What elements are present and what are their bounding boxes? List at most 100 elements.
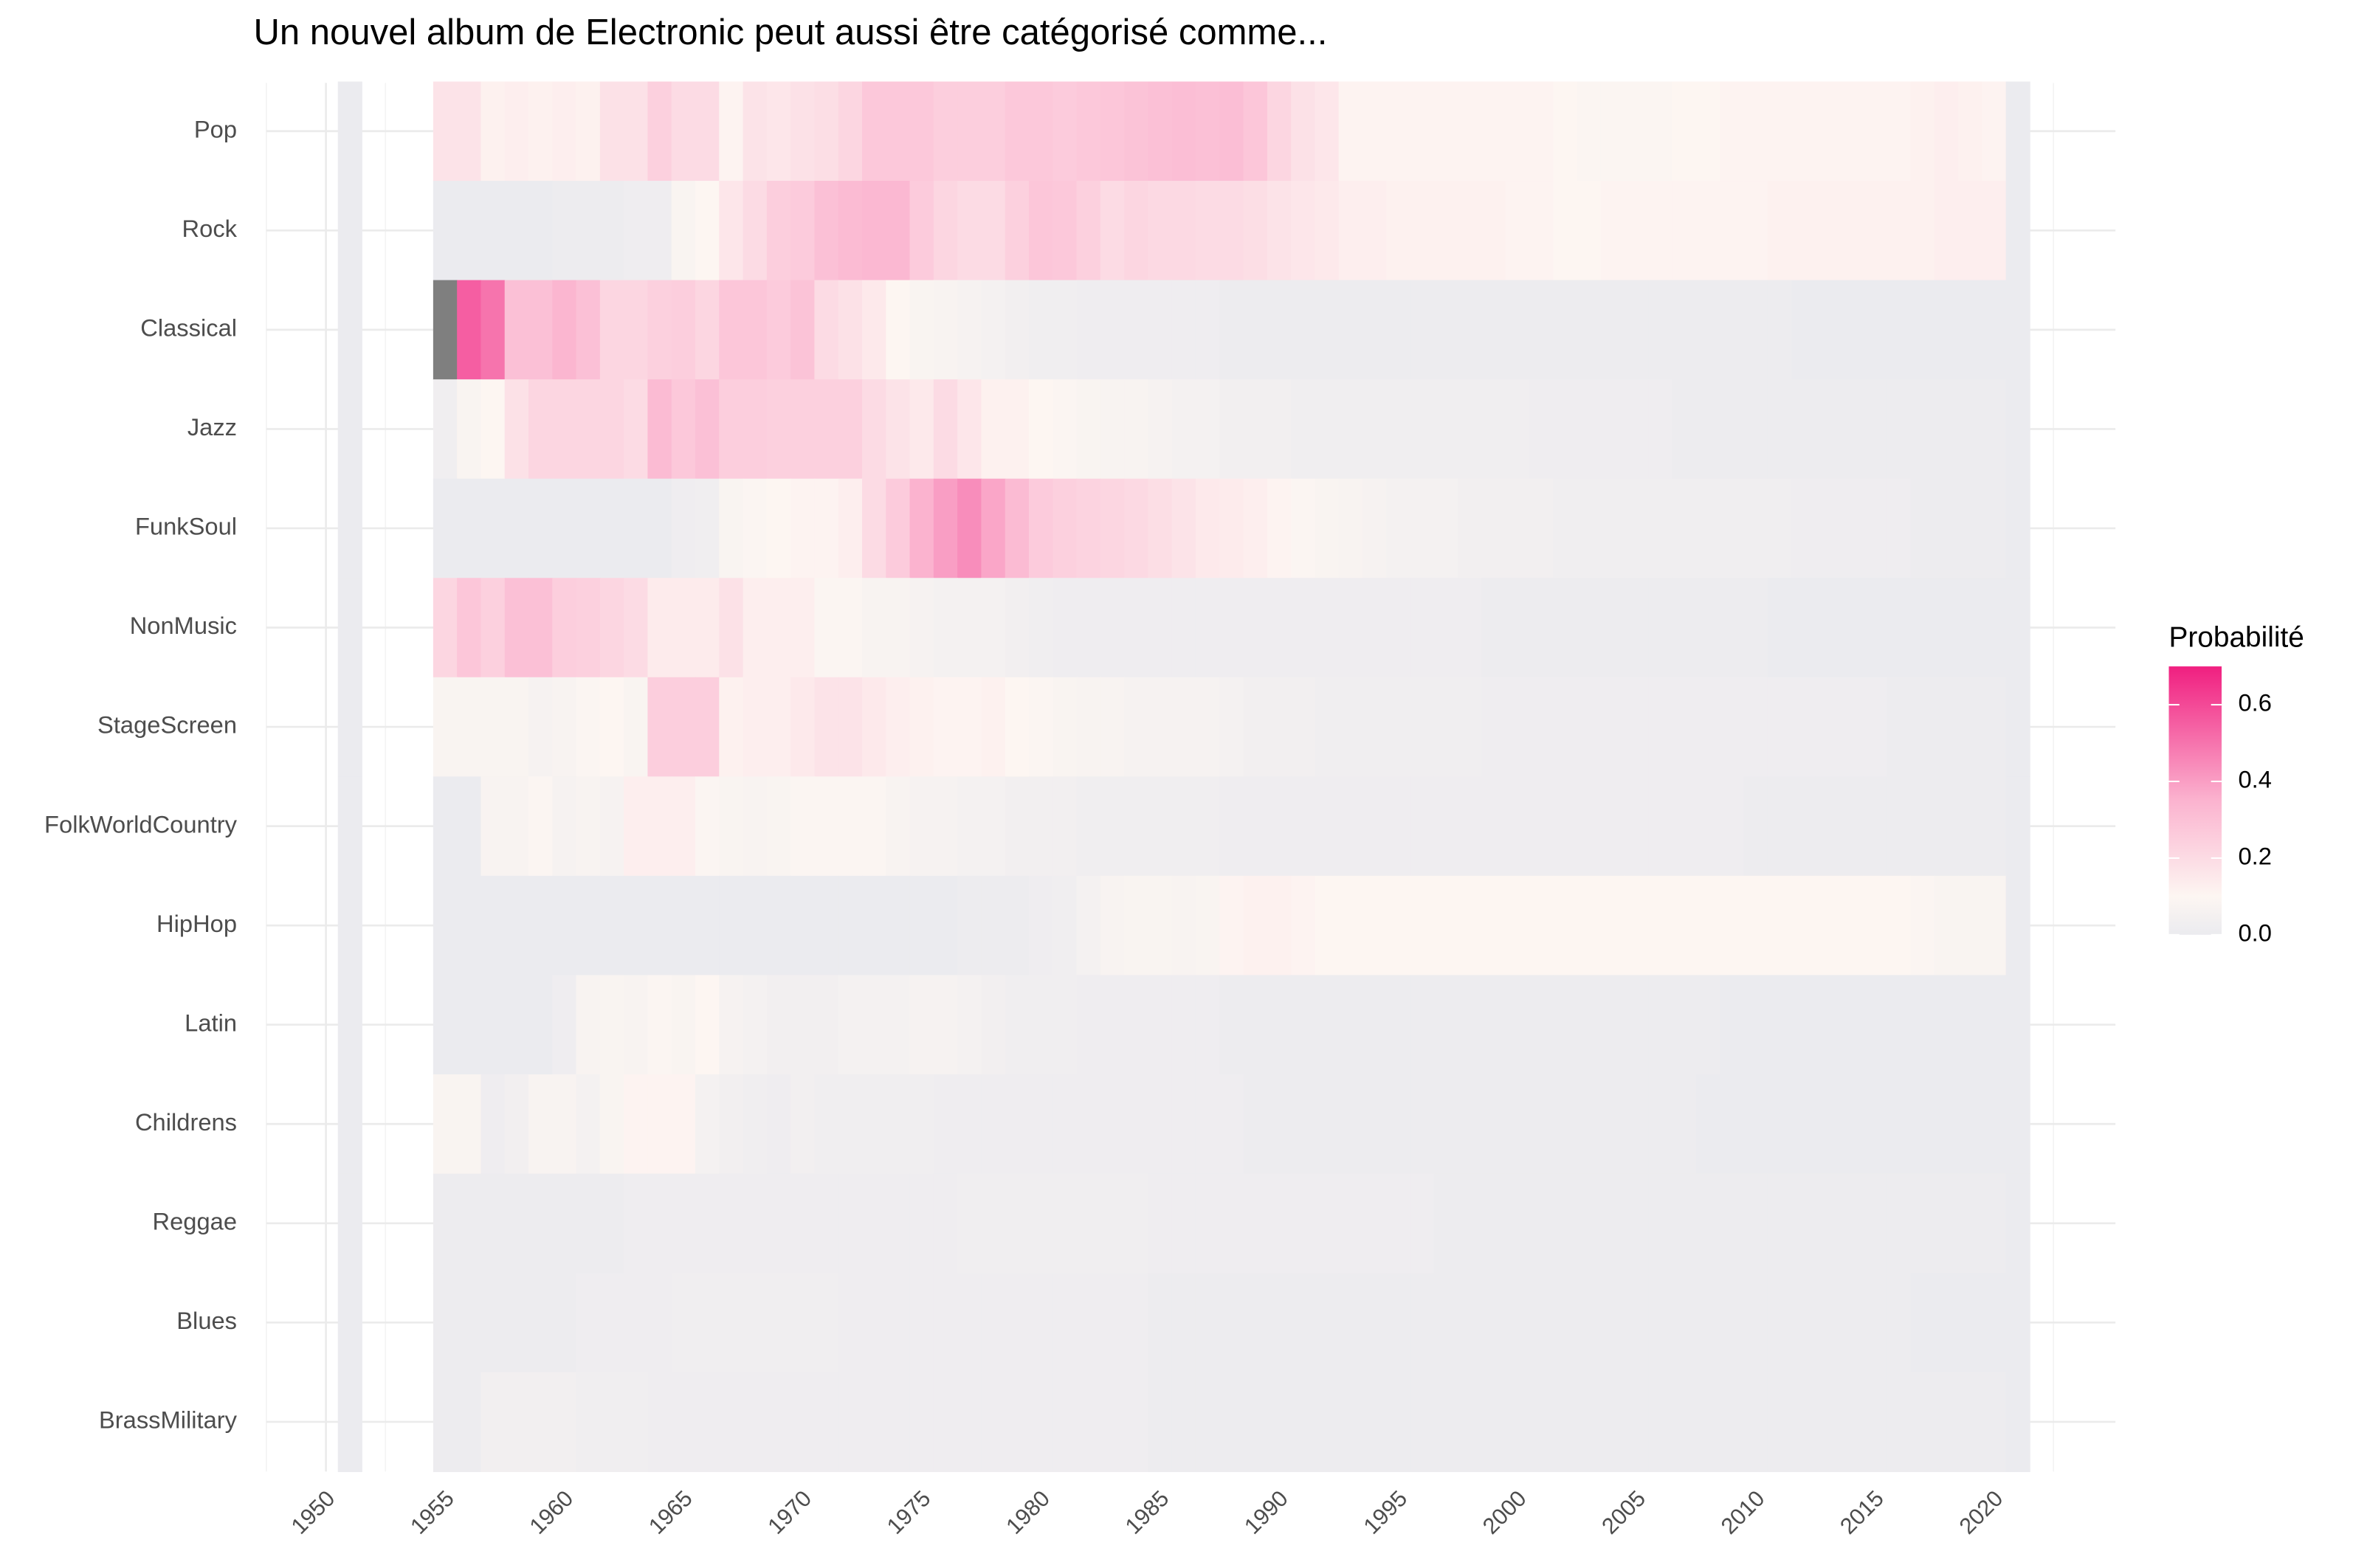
heat-cell [1720, 379, 1745, 480]
heat-cell [1648, 875, 1673, 976]
heat-cell [1600, 975, 1625, 1075]
heat-cell [2005, 1372, 2030, 1472]
heat-cell [2005, 1173, 2030, 1274]
heat-cell [790, 578, 816, 678]
heat-cell [1076, 1372, 1101, 1472]
heat-cell [1076, 578, 1101, 678]
heat-cell [2005, 81, 2030, 182]
heat-cell [1362, 280, 1388, 380]
heat-cell [838, 578, 863, 678]
heat-cell [2005, 975, 2030, 1075]
heat-cell [838, 379, 863, 480]
heat-cell [1577, 975, 1602, 1075]
heat-cell [1410, 379, 1435, 480]
heat-cell [1743, 181, 1768, 281]
heat-cell [1410, 478, 1435, 579]
heat-cell [1433, 81, 1458, 182]
heat-cell [695, 181, 720, 281]
heat-cell [457, 280, 482, 380]
heat-cell [1529, 379, 1554, 480]
x-tick-label: 2020 [1954, 1486, 2008, 1539]
heat-cell [1720, 181, 1745, 281]
y-tick-label: FunkSoul [135, 513, 237, 540]
heat-cell [1386, 1173, 1411, 1274]
heat-cell [599, 379, 624, 480]
heat-cell [861, 677, 887, 778]
heat-cell [671, 1074, 696, 1175]
heat-cell [933, 975, 958, 1075]
heat-cell [1243, 181, 1268, 281]
heat-cell [1934, 975, 1959, 1075]
heat-cell [647, 1173, 672, 1274]
heat-cell [909, 1372, 934, 1472]
heat-cell [1982, 975, 2007, 1075]
heat-cell [909, 1273, 934, 1373]
heat-cell [624, 875, 649, 976]
heat-cell [909, 578, 934, 678]
heat-cell [886, 1074, 911, 1175]
heat-cell [1600, 875, 1625, 976]
heat-cell [719, 776, 744, 877]
heat-cell [1481, 875, 1506, 976]
heat-cell [1743, 478, 1768, 579]
heat-cell [647, 478, 672, 579]
heat-cell [1862, 379, 1888, 480]
heat-cell [433, 280, 458, 380]
heat-cell [1648, 181, 1673, 281]
heat-cell [647, 379, 672, 480]
heat-cell [576, 280, 601, 380]
heat-cell [1291, 478, 1316, 579]
heat-cell [1743, 280, 1768, 380]
heat-cell [1720, 1074, 1745, 1175]
heat-cell [1386, 1273, 1411, 1373]
heat-cell [1291, 677, 1316, 778]
heat-cell [1910, 1372, 1935, 1472]
heat-cell [552, 776, 577, 877]
heat-cell [1338, 81, 1363, 182]
heat-cell [1243, 975, 1268, 1075]
heat-cell [480, 379, 506, 480]
heat-cell [981, 677, 1006, 778]
heat-cell [909, 677, 934, 778]
heat-cell [861, 776, 887, 877]
heat-cell [1148, 280, 1173, 380]
heat-cell [480, 478, 506, 579]
heat-cell [1625, 1273, 1650, 1373]
heat-cell [814, 875, 839, 976]
heat-cell [861, 578, 887, 678]
heat-cell [1315, 280, 1340, 380]
heat-cell [1743, 875, 1768, 976]
heat-cell [1148, 578, 1173, 678]
heat-cell [1815, 81, 1840, 182]
heat-cell [814, 181, 839, 281]
x-tick-label: 1975 [882, 1486, 935, 1539]
heat-cell [504, 379, 529, 480]
heat-cell [1958, 1074, 1983, 1175]
heat-cell [981, 975, 1006, 1075]
heat-cell [1577, 578, 1602, 678]
heat-cell [1433, 1273, 1458, 1373]
heat-cell [576, 81, 601, 182]
heat-cell [743, 975, 768, 1075]
heat-cell [2005, 578, 2030, 678]
heat-cell [1148, 677, 1173, 778]
heat-cell [790, 81, 816, 182]
heat-cell [743, 379, 768, 480]
heat-cell [1625, 478, 1650, 579]
heat-cell [1338, 280, 1363, 380]
heat-cell [957, 1273, 982, 1373]
heat-cell [552, 81, 577, 182]
heat-cell [504, 1273, 529, 1373]
heat-cell [1291, 776, 1316, 877]
heat-cell [1958, 578, 1983, 678]
heat-cell [933, 478, 958, 579]
heat-cell [1338, 677, 1363, 778]
heat-cell [933, 181, 958, 281]
heat-cell [1529, 81, 1554, 182]
heat-cell [480, 776, 506, 877]
heat-cell [1958, 875, 1983, 976]
heat-cell [861, 1074, 887, 1175]
heat-cell [1743, 975, 1768, 1075]
heat-cell [981, 1273, 1006, 1373]
heat-cell [1862, 578, 1888, 678]
